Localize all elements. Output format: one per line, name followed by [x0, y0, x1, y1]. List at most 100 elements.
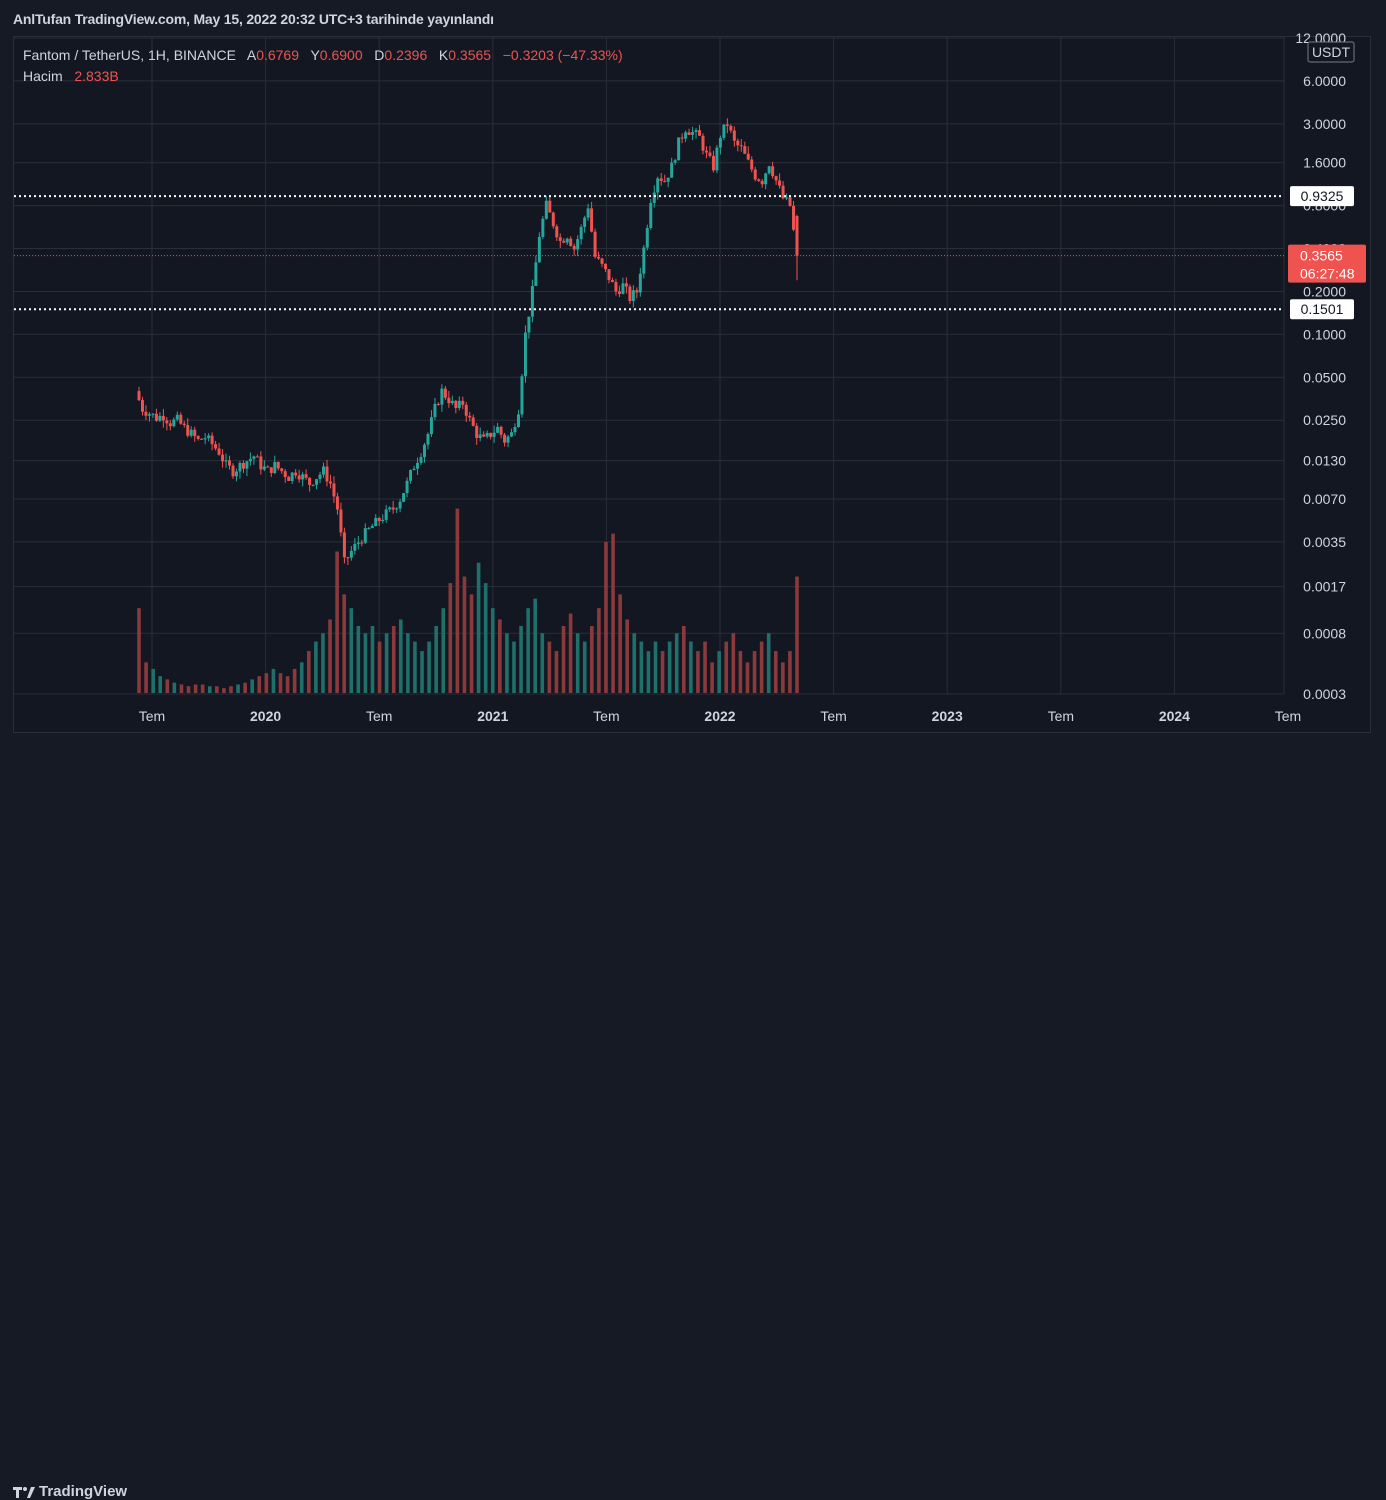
candle-up	[457, 400, 461, 408]
candle-down	[280, 468, 284, 472]
candle-down	[725, 124, 729, 126]
volume-bar	[795, 576, 799, 693]
volume-bar	[186, 686, 191, 693]
volume-bar	[773, 651, 778, 693]
volume-bar	[448, 583, 453, 693]
candle-up	[151, 413, 155, 415]
y-tick-label: 0.0003	[1303, 686, 1346, 702]
candle-up	[422, 444, 426, 458]
candle-down	[447, 397, 451, 404]
candle-up	[245, 461, 249, 469]
candle-up	[402, 493, 406, 502]
candle-up	[638, 273, 642, 293]
candle-down	[597, 256, 601, 259]
candle-up	[541, 218, 545, 237]
candle-down	[342, 532, 346, 558]
last-price-tag[interactable]	[1288, 244, 1366, 283]
candle-up	[642, 247, 646, 274]
candle-up	[381, 519, 385, 522]
volume-bar	[413, 641, 417, 693]
volume-bar	[144, 662, 148, 693]
tradingview-logo-icon	[13, 1486, 35, 1498]
candle-down	[436, 403, 440, 405]
candle-up	[579, 226, 583, 240]
high-label: Y	[310, 47, 320, 63]
candle-up	[576, 239, 580, 250]
level-price-tag[interactable]	[1290, 186, 1354, 207]
candle-down	[628, 286, 632, 302]
candle-down	[624, 283, 628, 287]
volume-bar	[377, 641, 382, 693]
chart-svg[interactable]: Tem 2020 Tem 2021 Tem 2022 Tem 2023 Tem 2024 Tem12…	[0, 0, 1386, 778]
candle-up	[649, 202, 653, 229]
candle-up	[516, 414, 520, 428]
volume-bar	[349, 608, 354, 693]
currency-badge[interactable]	[1307, 41, 1355, 63]
candle-up	[429, 417, 433, 435]
volume-label[interactable]: Hacim	[23, 68, 63, 84]
volume-bar	[278, 673, 283, 693]
volume-bar	[193, 684, 198, 693]
y-tick-label: 0.0070	[1303, 491, 1346, 507]
candle-up	[767, 166, 771, 174]
candle-down	[788, 197, 792, 206]
close-label: K	[438, 47, 449, 63]
volume-bar	[667, 641, 672, 693]
volume-bar	[759, 641, 764, 693]
candle-up	[506, 436, 510, 443]
volume-bar	[406, 633, 410, 693]
volume-bar	[215, 686, 219, 693]
candle-down	[698, 130, 702, 136]
volume-bar	[384, 633, 389, 693]
candle-down	[746, 153, 750, 160]
candle-down	[360, 542, 364, 544]
candle-up	[363, 528, 367, 543]
volume-bar	[611, 533, 615, 693]
level-price-label: 0.9325	[1301, 188, 1344, 204]
volume-bar	[356, 625, 361, 693]
volume-bar	[441, 608, 446, 693]
candle-down	[610, 280, 614, 283]
candle-up	[673, 160, 677, 163]
published-title: AnlTufan TradingView.com, May 15, 2022 2…	[13, 11, 494, 27]
candle-up	[520, 376, 524, 415]
volume-bar	[561, 625, 566, 693]
volume-bar	[391, 625, 396, 693]
candle-down	[659, 178, 663, 181]
candle-down	[704, 150, 708, 153]
x-tick-label: Tem	[366, 708, 392, 724]
y-tick-label: 6.0000	[1303, 73, 1346, 89]
candle-up	[412, 468, 416, 471]
candle-down	[711, 155, 715, 171]
candle-down	[555, 226, 559, 238]
volume-bar	[738, 651, 743, 693]
candle-up	[534, 262, 538, 286]
candle-down	[468, 415, 472, 418]
candle-up	[631, 290, 635, 302]
volume-bar	[292, 668, 297, 693]
candle-down	[503, 434, 507, 443]
candle-up	[485, 432, 489, 437]
tradingview-logo[interactable]: TradingView	[13, 1483, 127, 1500]
chart-frame[interactable]	[13, 36, 1371, 733]
volume-bar	[689, 641, 693, 693]
candle-up	[694, 130, 698, 132]
symbol-name[interactable]: Fantom / TetherUS, 1H, BINANCE	[23, 47, 236, 63]
volume-bar	[597, 608, 601, 693]
candle-down	[464, 404, 468, 416]
volume-bar	[681, 625, 686, 693]
y-tick-label: 3.0000	[1303, 116, 1346, 132]
candle-up	[492, 432, 496, 437]
volume-bar	[257, 676, 262, 693]
candle-down	[753, 169, 757, 180]
candle-down	[161, 415, 165, 421]
level-price-tag[interactable]	[1290, 299, 1354, 320]
candle-down	[551, 212, 555, 227]
candle-down	[221, 454, 225, 462]
candle-down	[168, 423, 172, 427]
volume-bar	[179, 684, 184, 693]
candle-up	[684, 132, 688, 139]
candle-down	[287, 476, 291, 481]
candle-down	[140, 400, 144, 412]
candle-up	[224, 460, 228, 462]
